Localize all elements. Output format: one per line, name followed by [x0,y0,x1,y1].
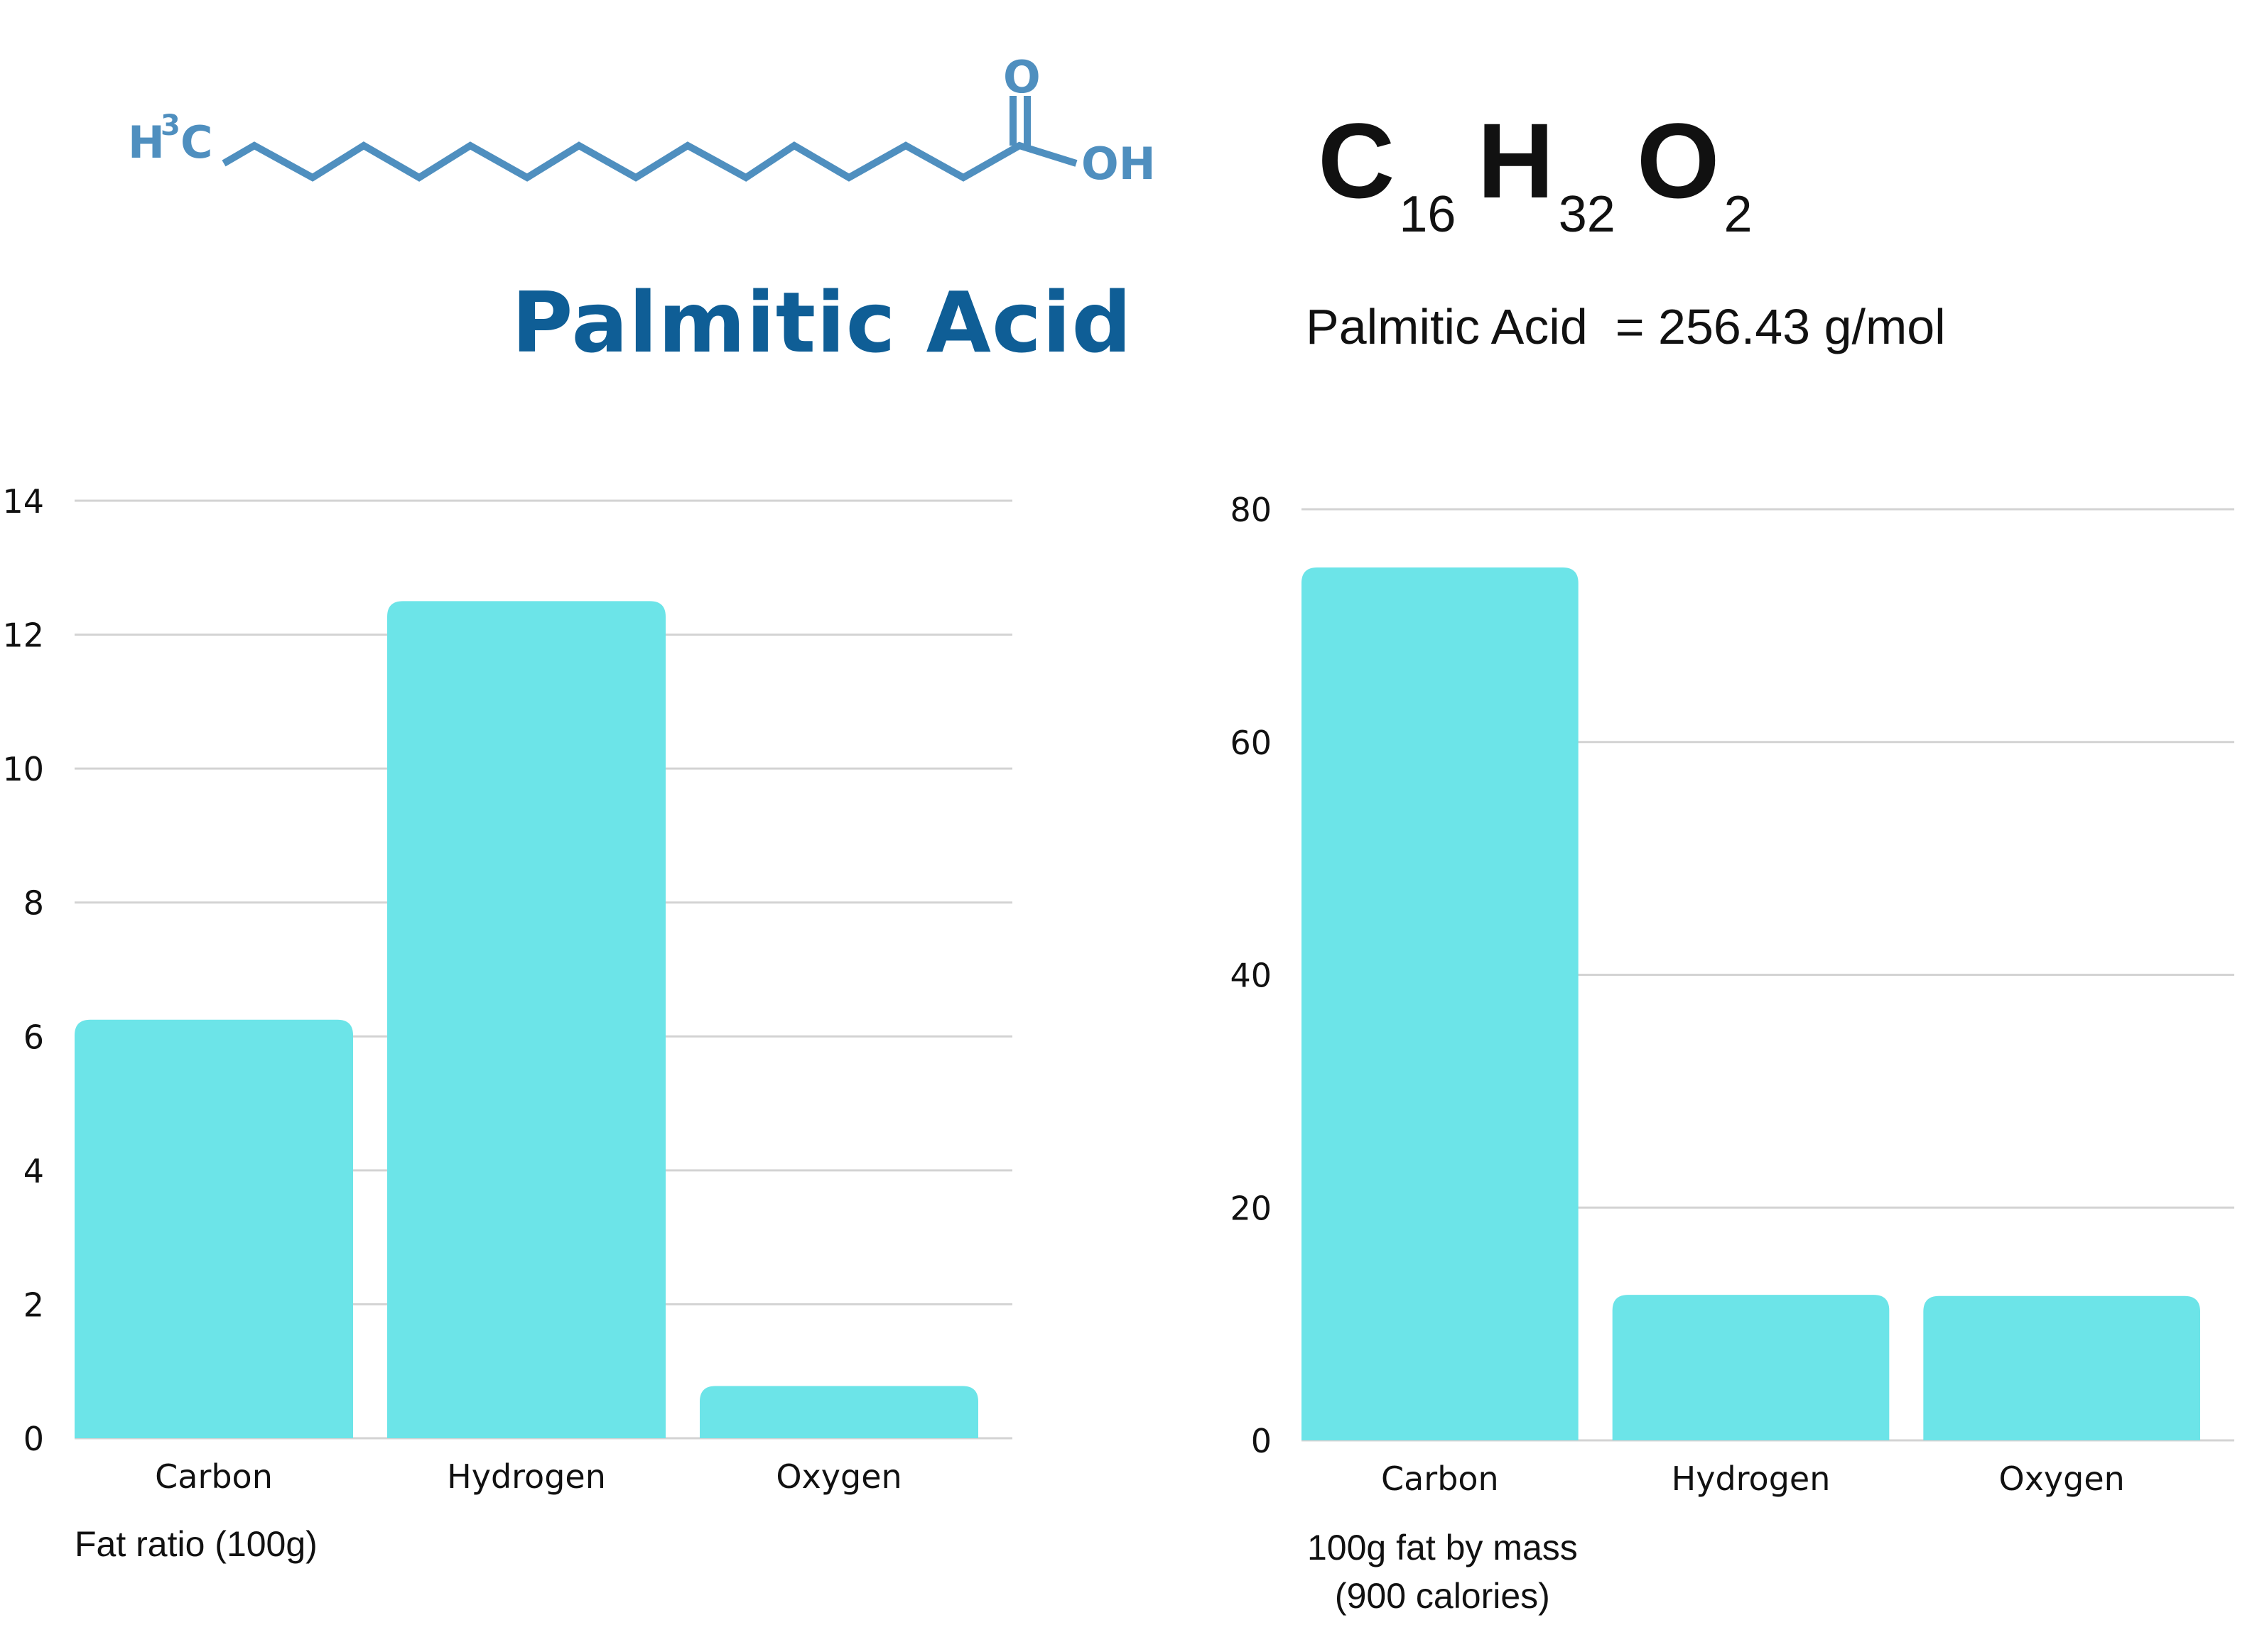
chart-2-bar-hydrogen [1612,1295,1890,1440]
compound-title: Palmitic Acid [512,273,1132,371]
chart-1-y-tick-label: 4 [23,1152,44,1190]
chart-2-category-label: Hydrogen [1672,1460,1831,1498]
chart-2-caption-line: 100g fat by mass [1307,1528,1578,1567]
formula-carbon-count: 16 [1399,186,1456,243]
chart-1-bar-oxygen [700,1386,978,1438]
chart-1-bar-carbon [75,1019,353,1438]
chart-2-y-tick-label: 60 [1230,724,1272,762]
chart-1-bar-hydrogen [387,601,666,1438]
palmitic-acid-structure: H 3 C O OH [128,51,1156,190]
chart-1-y-tick-label: 12 [2,616,44,655]
chart-1-category-label: Hydrogen [447,1457,606,1496]
molar-mass: Palmitic Acid = 256.43 g/mol [1306,299,1946,354]
chart-2-bar-oxygen [1923,1295,2200,1440]
formula-oxygen-count: 2 [1723,186,1753,243]
formula-hydrogen: H [1477,101,1554,220]
chart-1-caption: Fat ratio (100g) [75,1523,318,1565]
chart-1-y-tick-label: 8 [23,884,44,923]
chart-1-category-label: Carbon [155,1457,273,1496]
formula-hydrogen-count: 32 [1558,186,1615,243]
formula-oxygen: O [1636,101,1720,220]
chart-2-y-tick-label: 20 [1230,1189,1272,1227]
carbon-chain-bonds [222,141,1078,182]
chart-2-bar-carbon [1301,567,1579,1440]
methyl-c-label: C [180,116,213,168]
chart-2-y-tick-label: 80 [1230,491,1272,529]
chart-1-y-tick-label: 14 [2,482,44,521]
chart-1-y-tick-label: 6 [23,1018,44,1056]
hydroxyl-label: OH [1081,138,1156,190]
chart-1-caption-line: Fat ratio (100g) [75,1524,318,1564]
molecular-formula: C16 H32 O2 [1318,99,1774,243]
chart-1-y-tick-label: 0 [23,1420,44,1458]
chart-1-y-tick-label: 2 [23,1286,44,1324]
carbonyl-o-label: O [1003,51,1041,103]
chart-1-category-label: Oxygen [776,1457,902,1496]
formula-carbon: C [1318,101,1395,220]
chart-2-category-label: Oxygen [1999,1460,2125,1498]
chart-2-category-label: Carbon [1381,1460,1499,1498]
chart-2-y-tick-label: 40 [1230,957,1272,995]
methyl-h-label: H [128,116,165,168]
chart-1-y-tick-label: 10 [2,750,44,788]
chart-2-y-tick-label: 0 [1251,1422,1272,1460]
chart-2-caption-line: (900 calories) [1334,1576,1550,1616]
methyl-sup-label: 3 [161,109,180,142]
chart-2-caption: 100g fat by mass (900 calories) [1307,1523,1578,1620]
